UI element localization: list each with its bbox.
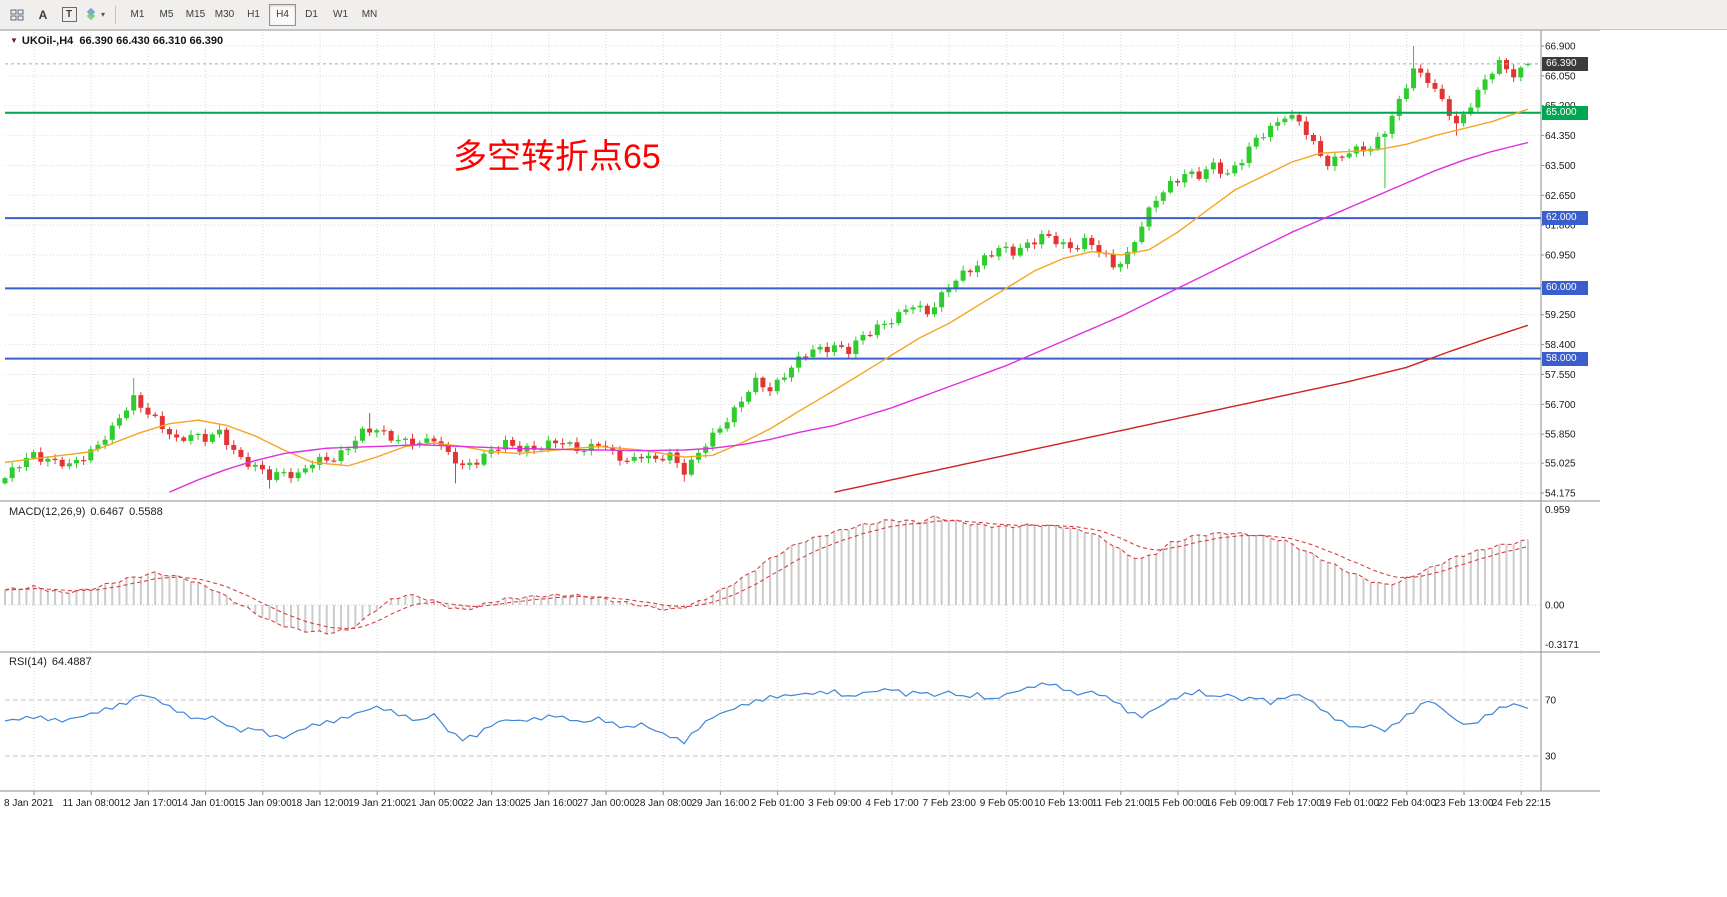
timeframe-m30-button[interactable]: M30: [211, 4, 238, 26]
svg-text:9 Feb 05:00: 9 Feb 05:00: [980, 798, 1034, 809]
toolbar-separator: [115, 5, 116, 24]
svg-text:55.850: 55.850: [1545, 430, 1576, 441]
panel-separators: [0, 29, 1600, 792]
price-tag-58.000: 58.000: [1542, 351, 1588, 366]
svg-text:14 Jan 01:00: 14 Jan 01:00: [177, 798, 235, 809]
svg-text:15 Jan 09:00: 15 Jan 09:00: [234, 798, 292, 809]
svg-text:23 Feb 13:00: 23 Feb 13:00: [1435, 798, 1494, 809]
svg-text:2 Feb 01:00: 2 Feb 01:00: [751, 798, 805, 809]
tile-windows-button[interactable]: [5, 4, 29, 26]
timeframe-m5-button[interactable]: M5: [153, 4, 180, 26]
grid-lines: [5, 32, 1541, 789]
svg-text:24 Feb 22:15: 24 Feb 22:15: [1492, 798, 1551, 809]
svg-text:-0.3171: -0.3171: [1545, 640, 1579, 651]
svg-text:15 Feb 00:00: 15 Feb 00:00: [1149, 798, 1208, 809]
svg-text:0.00: 0.00: [1545, 601, 1565, 612]
price-tag-66.390: 66.390: [1542, 56, 1588, 71]
svg-text:0.959: 0.959: [1545, 505, 1570, 516]
time-axis-labels: 8 Jan 2021 11 Jan 08:00 12 Jan 17:00 14 Jan…: [4, 791, 1551, 809]
text-tool-button[interactable]: T: [57, 4, 81, 26]
svg-text:17 Feb 17:00: 17 Feb 17:00: [1263, 798, 1322, 809]
timeframe-mn-button[interactable]: MN: [356, 4, 383, 26]
timeframe-m15-button[interactable]: M15: [182, 4, 209, 26]
timeframe-d1-button[interactable]: D1: [298, 4, 325, 26]
svg-text:56.700: 56.700: [1545, 400, 1576, 411]
svg-text:58.400: 58.400: [1545, 340, 1576, 351]
price-tag-65.000: 65.000: [1542, 105, 1588, 120]
collapse-triangle-icon[interactable]: ▼: [10, 36, 18, 45]
price-tag-60.000: 60.000: [1542, 281, 1588, 296]
svg-text:62.650: 62.650: [1545, 191, 1576, 202]
timeframe-h4-button[interactable]: H4: [269, 3, 296, 26]
chart-symbol-header: ▼ UKOil-,H4 66.390 66.430 66.310 66.390: [10, 35, 223, 47]
svg-text:25 Jan 16:00: 25 Jan 16:00: [520, 798, 578, 809]
ohlc-values: 66.390 66.430 66.310 66.390: [79, 35, 224, 47]
svg-text:19 Jan 21:00: 19 Jan 21:00: [348, 798, 406, 809]
macd-name: MACD(12,26,9): [9, 506, 86, 518]
rsi-value: 64.4887: [51, 656, 92, 668]
timeframe-h1-button[interactable]: H1: [240, 4, 267, 26]
svg-text:27 Jan 00:00: 27 Jan 00:00: [577, 798, 635, 809]
svg-text:57.550: 57.550: [1545, 370, 1576, 381]
tile-windows-icon: [10, 9, 24, 20]
svg-text:16 Feb 09:00: 16 Feb 09:00: [1206, 798, 1265, 809]
indicators-layers-icon: [86, 7, 96, 20]
chart-annotation-text: 多空转折点65: [453, 138, 661, 176]
rsi-indicator-label: RSI(14) 64.4887: [9, 656, 97, 668]
svg-text:64.350: 64.350: [1545, 131, 1576, 142]
svg-text:29 Jan 16:00: 29 Jan 16:00: [691, 798, 749, 809]
svg-text:66.900: 66.900: [1545, 42, 1576, 53]
svg-text:12 Jan 17:00: 12 Jan 17:00: [119, 798, 177, 809]
svg-text:4 Feb 17:00: 4 Feb 17:00: [865, 798, 919, 809]
candlesticks: [2, 46, 1531, 489]
svg-text:18 Jan 12:00: 18 Jan 12:00: [291, 798, 349, 809]
svg-text:54.175: 54.175: [1545, 489, 1576, 500]
cursor-a-button[interactable]: A: [31, 4, 55, 26]
price-axis-labels: 66.90066.05065.20064.35063.50062.65061.8…: [1541, 42, 1579, 763]
timeframe-m1-button[interactable]: M1: [124, 4, 151, 26]
svg-text:70: 70: [1545, 696, 1557, 707]
rsi-name: RSI(14): [9, 656, 47, 668]
ma-slow-red: [834, 324, 1529, 493]
rsi-line: [4, 682, 1529, 745]
svg-text:63.500: 63.500: [1545, 161, 1576, 172]
svg-text:22 Jan 13:00: 22 Jan 13:00: [463, 798, 521, 809]
timeframe-w1-button[interactable]: W1: [327, 4, 354, 26]
svg-text:66.050: 66.050: [1545, 71, 1576, 82]
macd-indicator-label: MACD(12,26,9) 0.6467 0.5588: [9, 506, 168, 518]
toolbar: A T ▾ M1 M5 M15 M30 H1 H4 D1 W1 MN: [0, 0, 1727, 30]
ma-mid-magenta: [169, 141, 1529, 493]
horizontal-lines: [5, 63, 1541, 360]
indicators-button[interactable]: ▾: [83, 4, 107, 26]
macd-lines: [4, 514, 1529, 635]
svg-text:10 Feb 13:00: 10 Feb 13:00: [1034, 798, 1093, 809]
svg-text:30: 30: [1545, 752, 1557, 763]
svg-text:19 Feb 01:00: 19 Feb 01:00: [1320, 798, 1379, 809]
svg-text:22 Feb 04:00: 22 Feb 04:00: [1377, 798, 1436, 809]
svg-text:8 Jan 2021: 8 Jan 2021: [4, 798, 54, 809]
svg-text:59.250: 59.250: [1545, 310, 1576, 321]
price-tag-62.000: 62.000: [1542, 211, 1588, 226]
moving-averages: [4, 108, 1529, 493]
macd-main-value: 0.6467: [90, 506, 125, 518]
ma-fast-orange: [4, 108, 1529, 467]
chevron-down-icon: ▾: [100, 10, 105, 19]
svg-text:11 Feb 21:00: 11 Feb 21:00: [1092, 798, 1151, 809]
svg-text:60.950: 60.950: [1545, 251, 1576, 262]
svg-text:55.025: 55.025: [1545, 459, 1576, 470]
macd-signal-value: 0.5588: [129, 506, 163, 518]
svg-text:61.800: 61.800: [1545, 221, 1576, 232]
svg-text:28 Jan 08:00: 28 Jan 08:00: [634, 798, 692, 809]
text-tool-icon: T: [61, 7, 77, 22]
macd-histogram: [4, 515, 1529, 634]
symbol-timeframe-label: UKOil-,H4: [21, 35, 74, 47]
svg-text:21 Jan 05:00: 21 Jan 05:00: [405, 798, 463, 809]
svg-text:7 Feb 23:00: 7 Feb 23:00: [923, 798, 977, 809]
svg-text:3 Feb 09:00: 3 Feb 09:00: [808, 798, 862, 809]
svg-text:11 Jan 08:00: 11 Jan 08:00: [63, 798, 121, 809]
